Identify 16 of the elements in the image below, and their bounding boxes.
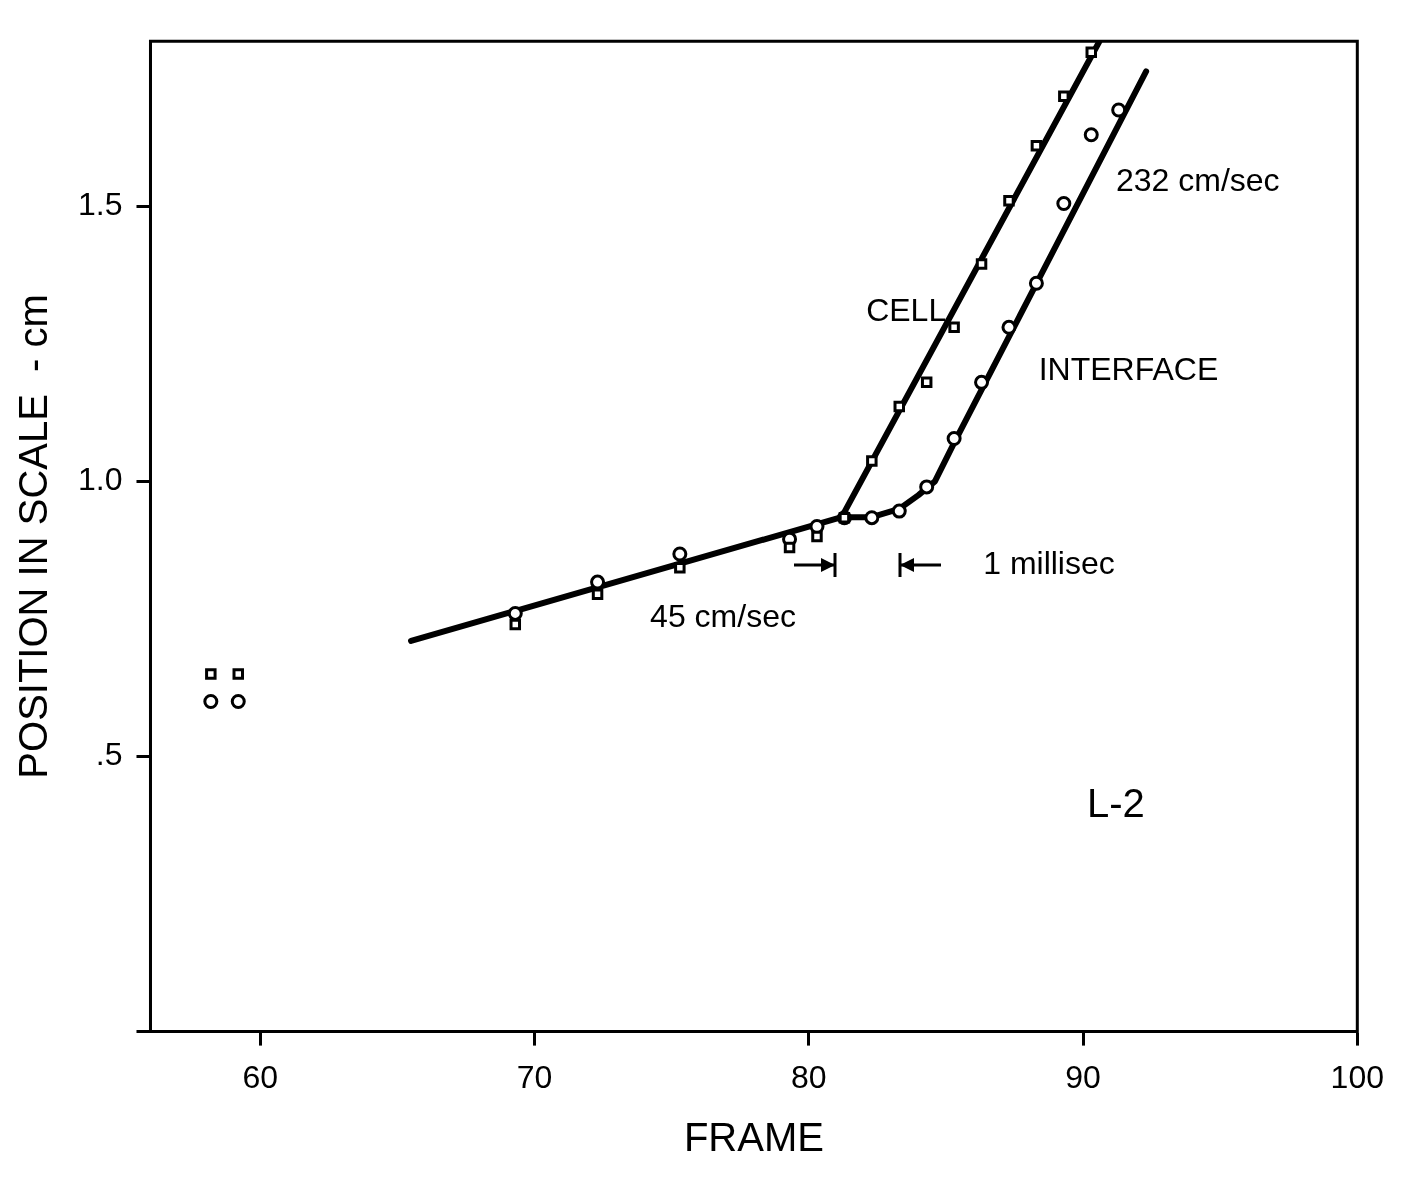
x-tick-label: 100 bbox=[1330, 1058, 1384, 1095]
x-tick-label: 60 bbox=[242, 1058, 278, 1095]
annotation: 1 millisec bbox=[983, 544, 1115, 581]
y-axis-title: POSITION IN SCALE - cm bbox=[11, 294, 56, 779]
y-tick-label: .5 bbox=[95, 736, 123, 773]
y-tick-label: 1.5 bbox=[78, 186, 123, 223]
annotation: INTERFACE bbox=[1038, 350, 1219, 387]
annotation: 45 cm/sec bbox=[650, 598, 796, 635]
x-tick-label: 70 bbox=[516, 1058, 553, 1095]
annotation: 232 cm/sec bbox=[1115, 161, 1280, 198]
x-tick-label: 80 bbox=[790, 1058, 827, 1095]
x-axis-title: FRAME bbox=[683, 1115, 824, 1160]
y-tick-label: 1.0 bbox=[78, 461, 123, 498]
annotation: CELL bbox=[866, 292, 947, 329]
annotation: L-2 bbox=[1087, 780, 1145, 825]
x-tick-label: 90 bbox=[1065, 1058, 1101, 1095]
